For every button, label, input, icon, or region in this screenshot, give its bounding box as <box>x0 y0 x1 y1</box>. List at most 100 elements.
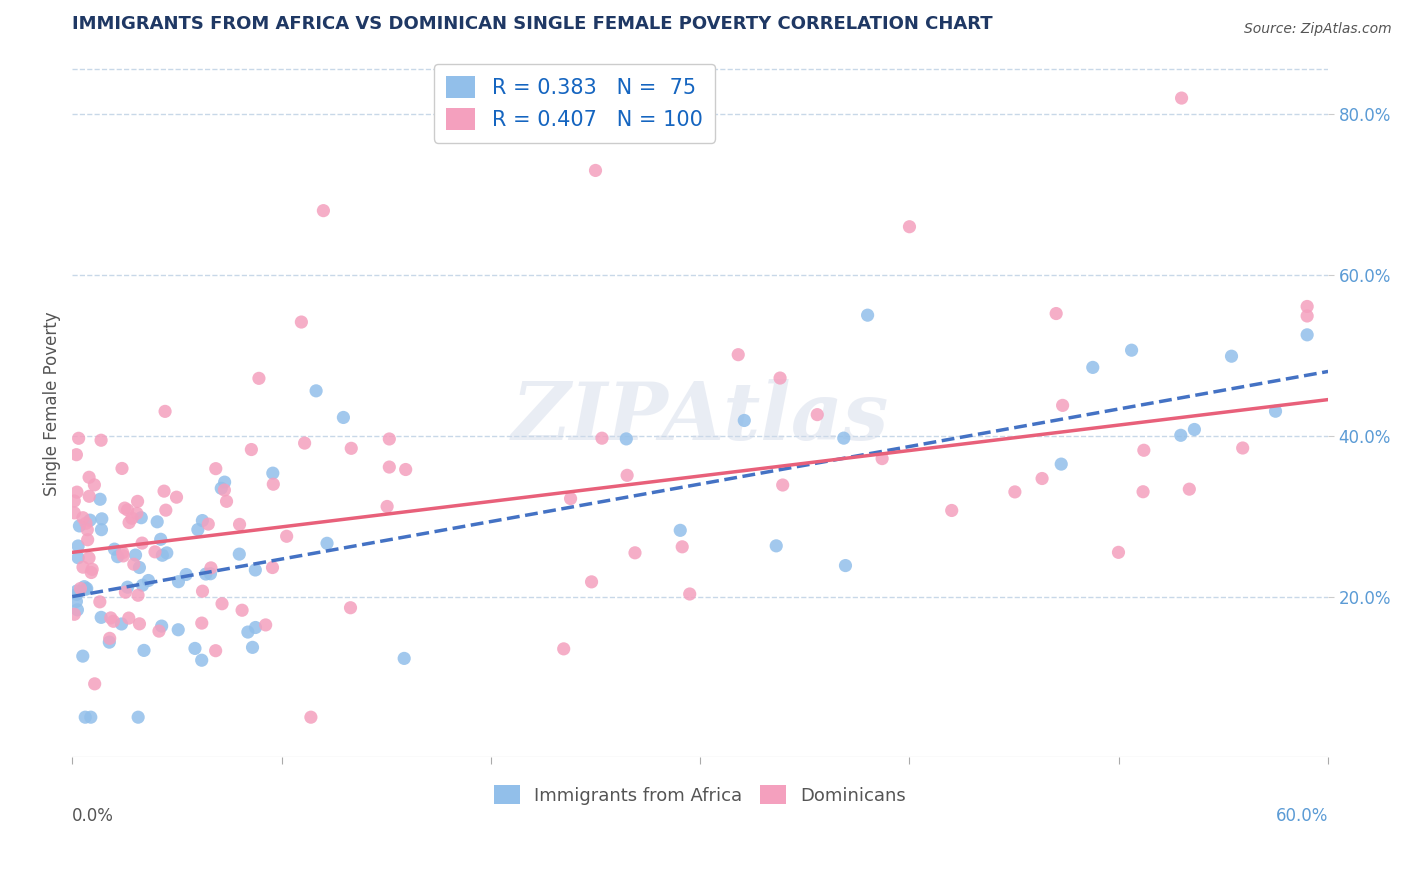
Point <box>247 371 270 385</box>
Point <box>228 517 250 532</box>
Point <box>200 566 222 581</box>
Point <box>89 595 111 609</box>
Point <box>80 566 103 580</box>
Point <box>127 588 149 602</box>
Point <box>1264 404 1286 418</box>
Point <box>1121 343 1143 358</box>
Point <box>90 434 112 448</box>
Point <box>332 410 354 425</box>
Point <box>1232 441 1254 455</box>
Point <box>63 607 86 622</box>
Point <box>1004 484 1026 499</box>
Point <box>392 651 415 665</box>
Point <box>211 597 233 611</box>
Point <box>312 203 335 218</box>
Point <box>215 494 238 508</box>
Point <box>117 503 139 517</box>
Point <box>90 523 112 537</box>
Point <box>236 625 259 640</box>
Point <box>65 594 87 608</box>
Point <box>191 584 214 599</box>
Point <box>834 558 856 573</box>
Point <box>765 539 787 553</box>
Point <box>118 611 141 625</box>
Point <box>155 503 177 517</box>
Point <box>1178 482 1201 496</box>
Point <box>127 494 149 508</box>
Point <box>77 550 100 565</box>
Point <box>79 513 101 527</box>
Text: IMMIGRANTS FROM AFRICA VS DOMINICAN SINGLE FEMALE POVERTY CORRELATION CHART: IMMIGRANTS FROM AFRICA VS DOMINICAN SING… <box>72 15 993 33</box>
Point <box>242 640 264 655</box>
Point <box>67 539 90 553</box>
Point <box>63 506 86 520</box>
Point <box>1081 360 1104 375</box>
Point <box>153 404 176 418</box>
Point <box>125 506 148 520</box>
Point <box>103 542 125 557</box>
Text: 0.0%: 0.0% <box>72 807 114 825</box>
Point <box>66 584 89 599</box>
Point <box>143 545 166 559</box>
Point <box>378 432 401 446</box>
Point <box>276 529 298 543</box>
Point <box>187 523 209 537</box>
Point <box>733 413 755 427</box>
Point <box>131 578 153 592</box>
Point <box>67 431 90 445</box>
Point <box>1170 428 1192 442</box>
Point <box>156 546 179 560</box>
Point <box>72 560 94 574</box>
Point <box>98 632 121 646</box>
Point <box>294 436 316 450</box>
Point <box>1182 422 1205 436</box>
Point <box>1050 457 1073 471</box>
Point <box>69 582 91 596</box>
Point <box>1108 545 1130 559</box>
Point <box>114 585 136 599</box>
Point <box>624 546 647 560</box>
Point <box>149 533 172 547</box>
Point <box>671 540 693 554</box>
Point <box>107 549 129 564</box>
Text: 60.0%: 60.0% <box>1275 807 1329 825</box>
Point <box>75 710 97 724</box>
Point <box>166 490 188 504</box>
Point <box>769 371 792 385</box>
Point <box>132 643 155 657</box>
Point <box>727 348 749 362</box>
Point <box>262 560 284 574</box>
Point <box>614 432 637 446</box>
Point <box>316 536 339 550</box>
Point <box>1296 309 1319 323</box>
Point <box>581 574 603 589</box>
Point <box>103 615 125 629</box>
Point <box>197 517 219 532</box>
Point <box>66 485 89 500</box>
Point <box>340 442 363 456</box>
Point <box>214 475 236 490</box>
Point <box>75 516 97 531</box>
Point <box>90 512 112 526</box>
Point <box>167 574 190 589</box>
Point <box>73 580 96 594</box>
Point <box>240 442 263 457</box>
Point <box>124 548 146 562</box>
Point <box>112 549 135 563</box>
Y-axis label: Single Female Poverty: Single Female Poverty <box>44 311 60 496</box>
Point <box>121 511 143 525</box>
Legend: Immigrants from Africa, Dominicans: Immigrants from Africa, Dominicans <box>488 778 912 812</box>
Point <box>1132 484 1154 499</box>
Point <box>856 308 879 322</box>
Point <box>262 477 284 491</box>
Point <box>77 489 100 503</box>
Point <box>76 582 98 596</box>
Point <box>772 478 794 492</box>
Point <box>262 466 284 480</box>
Point <box>72 649 94 664</box>
Point <box>870 451 893 466</box>
Point <box>128 560 150 574</box>
Point <box>1031 471 1053 485</box>
Point <box>167 623 190 637</box>
Point <box>1220 349 1243 363</box>
